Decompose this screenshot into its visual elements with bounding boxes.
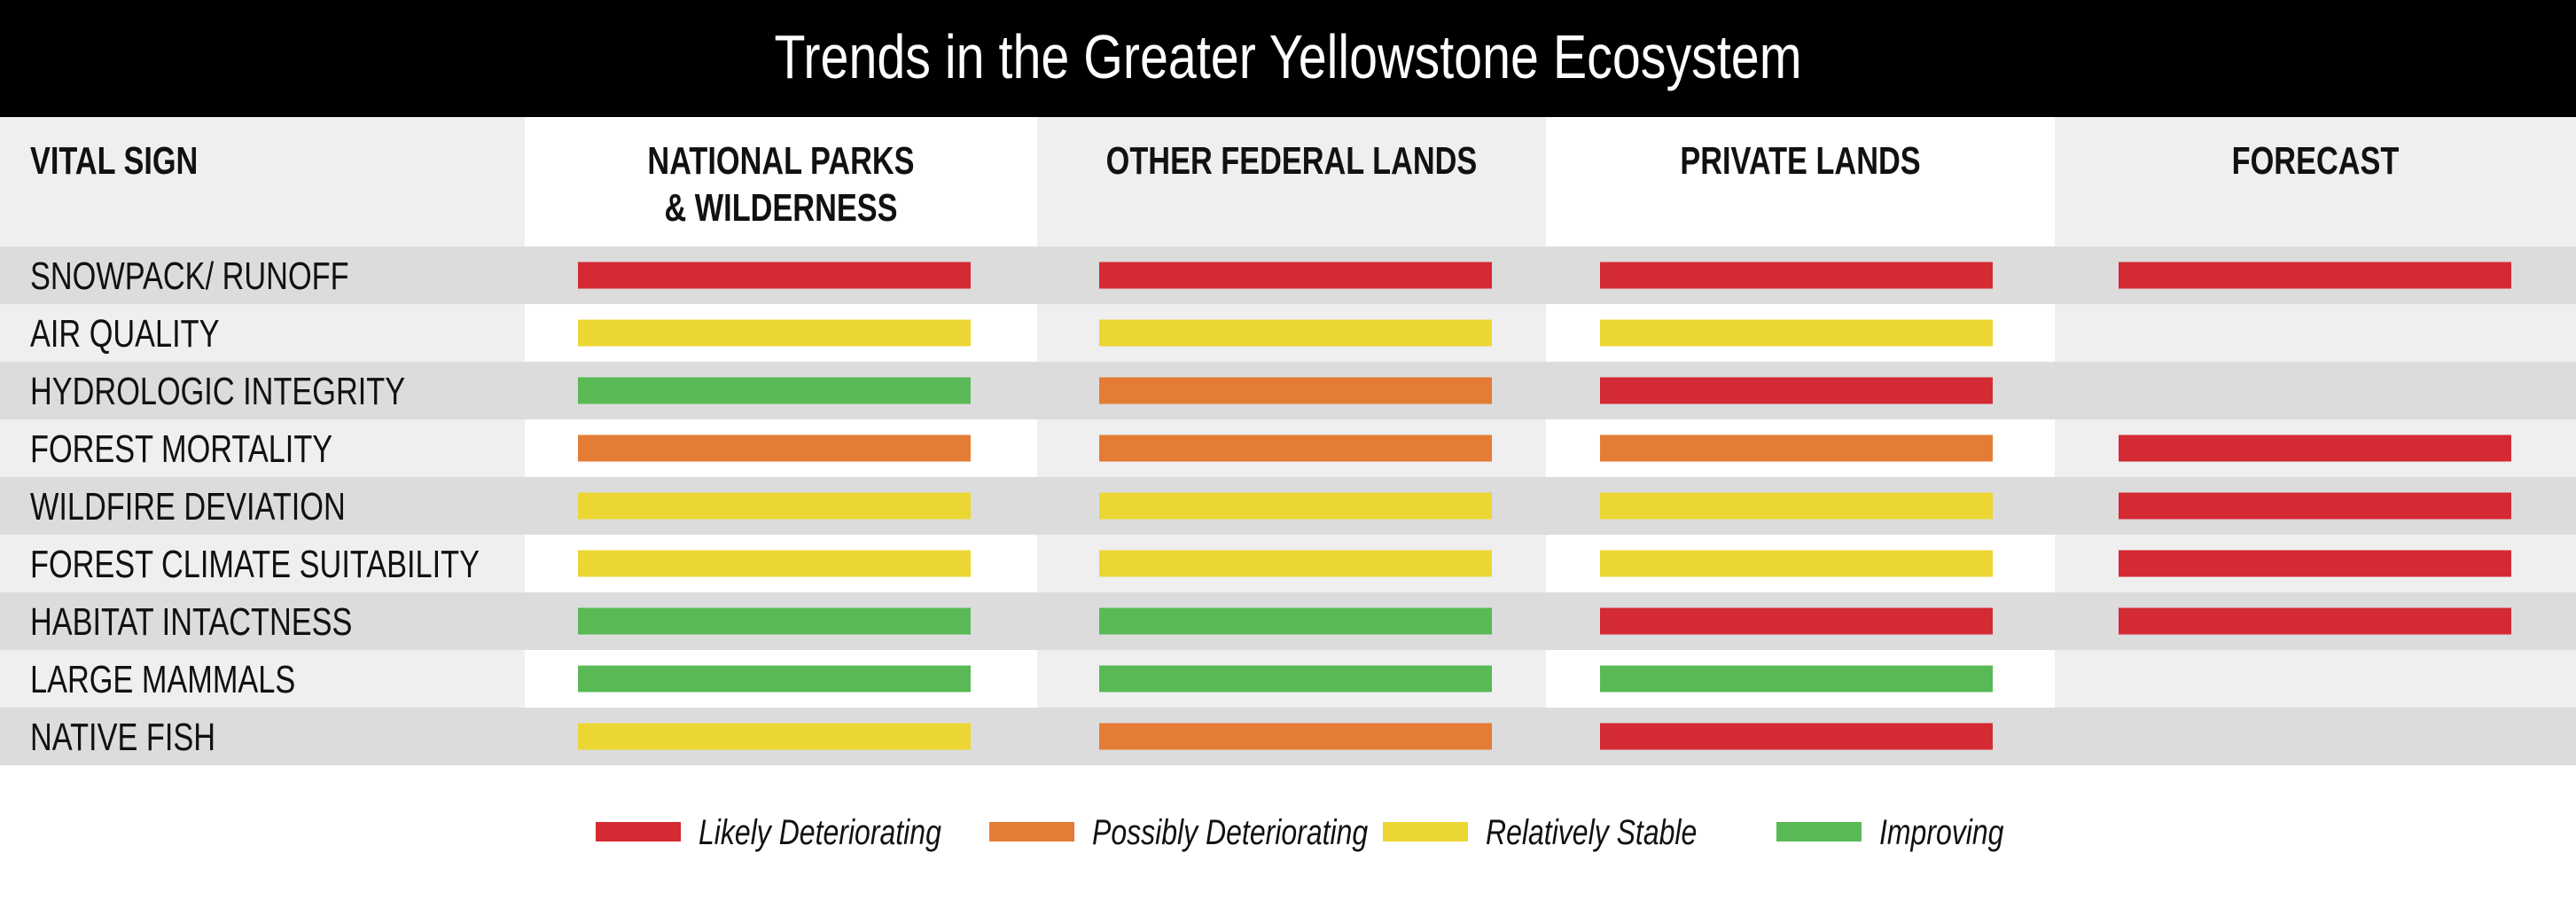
status-bar-national_parks [578, 723, 971, 750]
row-label: NATIVE FISH [30, 716, 215, 759]
legend-label: Possibly Deteriorating [1092, 812, 1368, 852]
legend-label: Likely Deteriorating [699, 812, 941, 852]
status-bar-forecast [2119, 607, 2511, 635]
legend-swatch [1383, 822, 1468, 841]
status-bar-private [1600, 492, 1993, 520]
row-band [0, 708, 525, 765]
column-header-label: NATIONAL PARKS [647, 139, 914, 183]
status-bar-forecast [2119, 434, 2511, 462]
header-cell-bg [525, 117, 1037, 247]
status-bar-national_parks [578, 492, 971, 520]
row-label: FOREST MORTALITY [30, 427, 332, 471]
header-cell-bg [1546, 117, 2055, 247]
status-bar-other_federal [1099, 550, 1492, 577]
status-bar-other_federal [1099, 665, 1492, 693]
header-cell-bg [0, 117, 525, 247]
row-band [2055, 650, 2576, 708]
legend-label: Relatively Stable [1486, 812, 1697, 852]
row-label: HYDROLOGIC INTEGRITY [30, 370, 405, 413]
status-bar-national_parks [578, 434, 971, 462]
row-band [0, 419, 525, 477]
row-band [0, 592, 525, 650]
row-label: WILDFIRE DEVIATION [30, 485, 346, 528]
status-bar-other_federal [1099, 723, 1492, 750]
row-label: SNOWPACK/ RUNOFF [30, 254, 349, 298]
status-bar-private [1600, 723, 1993, 750]
column-header-label: VITAL SIGN [30, 139, 198, 183]
status-bar-national_parks [578, 550, 971, 577]
row-label: FOREST CLIMATE SUITABILITY [30, 543, 480, 586]
legend-swatch [1776, 822, 1862, 841]
status-bar-other_federal [1099, 377, 1492, 404]
chart-title: Trends in the Greater Yellowstone Ecosys… [774, 22, 1801, 92]
row-band [0, 477, 525, 535]
status-bar-national_parks [578, 607, 971, 635]
status-bar-other_federal [1099, 434, 1492, 462]
status-bar-national_parks [578, 377, 971, 404]
row-band [0, 535, 525, 592]
row-band [0, 247, 525, 304]
header-cell-bg [1037, 117, 1546, 247]
row-band [2055, 362, 2576, 419]
row-band [0, 650, 525, 708]
status-bar-national_parks [578, 319, 971, 347]
row-band [2055, 708, 2576, 765]
status-bar-forecast [2119, 550, 2511, 577]
title-bar [0, 0, 2576, 117]
header-cell-bg [2055, 117, 2576, 247]
row-label: AIR QUALITY [30, 312, 219, 356]
status-bar-other_federal [1099, 607, 1492, 635]
status-bar-other_federal [1099, 262, 1492, 289]
status-bar-other_federal [1099, 492, 1492, 520]
status-bar-private [1600, 607, 1993, 635]
status-bar-other_federal [1099, 319, 1492, 347]
row-label: HABITAT INTACTNESS [30, 600, 352, 644]
column-header-label: OTHER FEDERAL LANDS [1106, 139, 1478, 183]
status-bar-private [1600, 319, 1993, 347]
legend-swatch [596, 822, 681, 841]
status-bar-private [1600, 665, 1993, 693]
column-header-label: FORECAST [2232, 139, 2400, 183]
row-label: LARGE MAMMALS [30, 658, 295, 701]
status-bar-national_parks [578, 665, 971, 693]
status-bar-private [1600, 434, 1993, 462]
status-bar-forecast [2119, 492, 2511, 520]
status-bar-private [1600, 262, 1993, 289]
status-bar-private [1600, 377, 1993, 404]
legend-swatch [989, 822, 1074, 841]
status-bar-forecast [2119, 262, 2511, 289]
column-header-label: & WILDERNESS [664, 186, 897, 230]
row-band [0, 362, 525, 419]
status-bar-national_parks [578, 262, 971, 289]
row-band [2055, 304, 2576, 362]
row-band [0, 304, 525, 362]
status-bar-private [1600, 550, 1993, 577]
column-header-label: PRIVATE LANDS [1680, 139, 1920, 183]
legend-label: Improving [1879, 812, 2003, 852]
